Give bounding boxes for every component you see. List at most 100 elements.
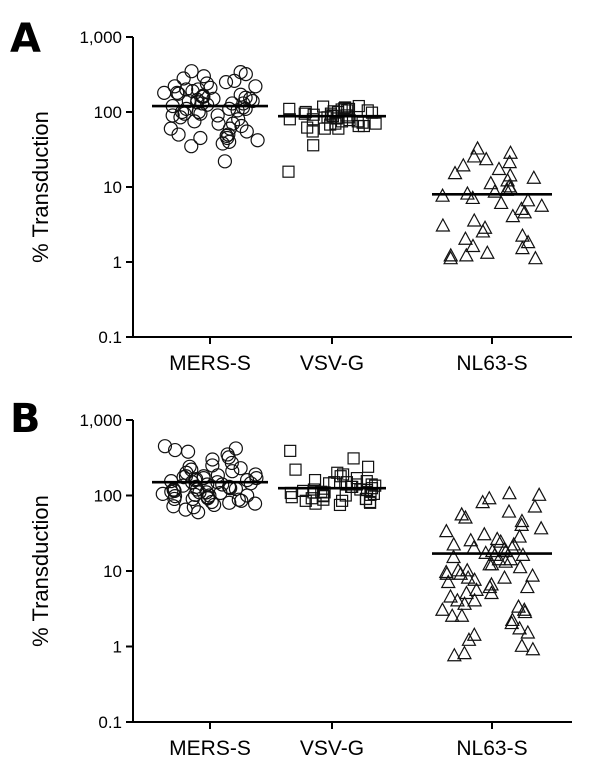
data-point-1-2-29 [484, 556, 500, 571]
data-point-0-0-36 [248, 79, 263, 94]
data-point-0-1-33 [298, 107, 311, 120]
data-point-0-0-7 [239, 124, 254, 139]
y-axis-title-0: % Transduction [28, 111, 53, 263]
data-point-0-0-40 [196, 69, 211, 84]
data-point-0-2-14 [505, 208, 521, 223]
data-point-1-2-9 [504, 612, 520, 627]
data-point-0-0-35 [203, 80, 218, 95]
data-point-1-2-43 [438, 523, 454, 538]
data-point-0-0-31 [171, 86, 186, 101]
data-point-0-0-37 [199, 76, 214, 91]
data-point-1-2-39 [493, 533, 509, 548]
data-point-1-2-54 [501, 485, 517, 500]
data-point-1-0-51 [228, 441, 243, 456]
data-point-0-2-16 [513, 201, 529, 215]
data-point-0-0-50 [221, 127, 236, 142]
data-point-1-2-69 [444, 607, 460, 622]
data-point-0-0-24 [181, 93, 196, 109]
category-label-1-2: NL63-S [456, 737, 527, 760]
category-label-0-1: VSV-G [300, 352, 364, 375]
data-point-1-2-7 [512, 620, 528, 635]
data-point-1-2-10 [454, 607, 470, 622]
data-point-0-0-48 [211, 116, 226, 131]
data-point-1-2-37 [466, 539, 482, 554]
data-point-1-2-12 [516, 602, 532, 616]
y-tick-label-0-2: 10 [103, 178, 122, 197]
data-point-0-2-6 [465, 238, 481, 253]
data-point-0-0-39 [176, 71, 191, 86]
data-point-1-1-34 [284, 444, 297, 457]
data-point-0-0-60 [179, 82, 194, 97]
data-point-0-1-26 [317, 100, 330, 113]
data-point-1-2-42 [476, 526, 492, 541]
data-point-0-0-51 [193, 130, 208, 146]
category-label-0-2: NL63-S [456, 352, 527, 375]
data-point-1-1-26 [308, 473, 322, 487]
data-point-1-0-54 [202, 488, 217, 503]
data-point-0-2-17 [534, 198, 550, 212]
data-point-1-2-0 [446, 647, 462, 662]
data-point-1-2-64 [450, 562, 466, 577]
data-point-1-2-51 [475, 494, 491, 509]
data-point-1-0-55 [199, 485, 214, 500]
data-point-1-2-44 [533, 520, 549, 535]
data-point-0-1-38 [342, 102, 356, 115]
data-point-1-2-58 [484, 543, 500, 558]
data-point-1-2-61 [463, 532, 479, 547]
data-point-1-2-14 [457, 596, 473, 610]
data-point-1-0-40 [225, 464, 240, 479]
data-point-0-0-52 [222, 134, 237, 149]
data-point-0-2-19 [520, 192, 536, 207]
data-point-0-0-9 [234, 118, 249, 134]
data-point-1-2-1 [456, 645, 472, 660]
data-point-1-2-24 [525, 567, 541, 582]
data-point-1-0-53 [167, 491, 182, 507]
data-point-1-2-60 [506, 536, 522, 551]
data-point-1-2-16 [443, 588, 459, 603]
data-point-0-1-0 [282, 165, 295, 178]
data-point-1-2-3 [514, 638, 530, 652]
data-point-0-2-11 [477, 220, 493, 234]
data-point-1-2-20 [483, 576, 499, 591]
data-point-1-2-48 [454, 506, 470, 521]
data-point-1-1-3 [363, 495, 377, 509]
data-point-0-0-46 [222, 101, 237, 116]
data-point-0-2-20 [465, 190, 481, 205]
data-point-0-0-59 [157, 85, 172, 100]
data-point-1-2-18 [468, 582, 484, 597]
data-point-1-2-55 [482, 556, 498, 571]
data-point-1-2-62 [460, 569, 476, 584]
data-point-0-2-3 [458, 247, 474, 262]
data-point-0-1-19 [299, 105, 312, 119]
data-point-1-2-50 [527, 498, 543, 513]
y-tick-label-0-0: 0.1 [98, 328, 122, 347]
data-point-0-2-36 [466, 148, 482, 163]
y-axis-title-1: % Transduction [28, 495, 53, 647]
data-point-1-2-46 [514, 513, 530, 528]
data-point-1-2-8 [504, 615, 520, 630]
data-point-1-2-67 [467, 592, 483, 607]
y-tick-label-1-0: 0.1 [98, 713, 122, 732]
data-point-0-1-25 [339, 101, 352, 114]
data-point-1-2-53 [531, 487, 547, 501]
data-point-1-2-31 [491, 551, 507, 566]
data-point-1-1-41 [359, 492, 373, 506]
data-point-0-0-42 [233, 65, 248, 80]
data-point-0-2-2 [443, 247, 459, 262]
data-point-0-2-4 [479, 244, 495, 259]
data-point-0-2-30 [502, 167, 518, 182]
data-point-1-1-30 [331, 466, 344, 479]
data-point-0-1-16 [307, 108, 320, 121]
category-label-1-0: MERS-S [169, 737, 251, 760]
data-point-1-2-45 [514, 517, 530, 531]
data-point-1-2-22 [467, 571, 483, 586]
data-point-0-2-12 [435, 217, 451, 232]
data-point-1-2-15 [449, 592, 465, 607]
y-tick-label-0-1: 1 [113, 253, 122, 272]
data-point-1-0-43 [182, 459, 197, 474]
data-point-1-1-35 [339, 489, 352, 502]
data-point-1-2-41 [512, 528, 528, 543]
data-point-0-0-62 [218, 75, 234, 90]
data-point-0-2-37 [502, 145, 519, 159]
